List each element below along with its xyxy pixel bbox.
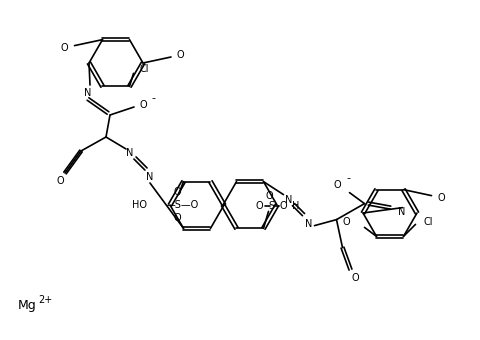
Text: O: O (437, 193, 444, 203)
Text: O: O (61, 42, 68, 53)
Text: Mg: Mg (18, 299, 36, 311)
Text: S: S (268, 201, 274, 211)
Text: Cl: Cl (422, 217, 432, 227)
Text: O: O (342, 217, 350, 227)
Text: O: O (140, 100, 147, 110)
Text: 2+: 2+ (38, 295, 52, 305)
Text: N: N (146, 172, 154, 182)
Text: O: O (173, 187, 181, 197)
Text: O: O (56, 176, 64, 186)
Text: N: N (126, 148, 133, 158)
Text: O: O (255, 201, 263, 211)
Text: —S—O: —S—O (165, 200, 198, 210)
Text: HO: HO (132, 200, 147, 210)
Text: O: O (265, 191, 273, 201)
Text: N: N (304, 219, 312, 228)
Text: O: O (279, 201, 287, 211)
Text: Cl: Cl (139, 64, 149, 74)
Text: -: - (346, 173, 350, 183)
Text: N: N (284, 194, 291, 205)
Text: N: N (84, 88, 92, 98)
Text: O: O (177, 50, 184, 60)
Text: O: O (173, 212, 181, 223)
Text: N: N (397, 207, 405, 217)
Text: H: H (291, 201, 299, 211)
Text: O: O (351, 273, 359, 283)
Text: O: O (333, 180, 341, 190)
Text: -: - (151, 93, 155, 103)
